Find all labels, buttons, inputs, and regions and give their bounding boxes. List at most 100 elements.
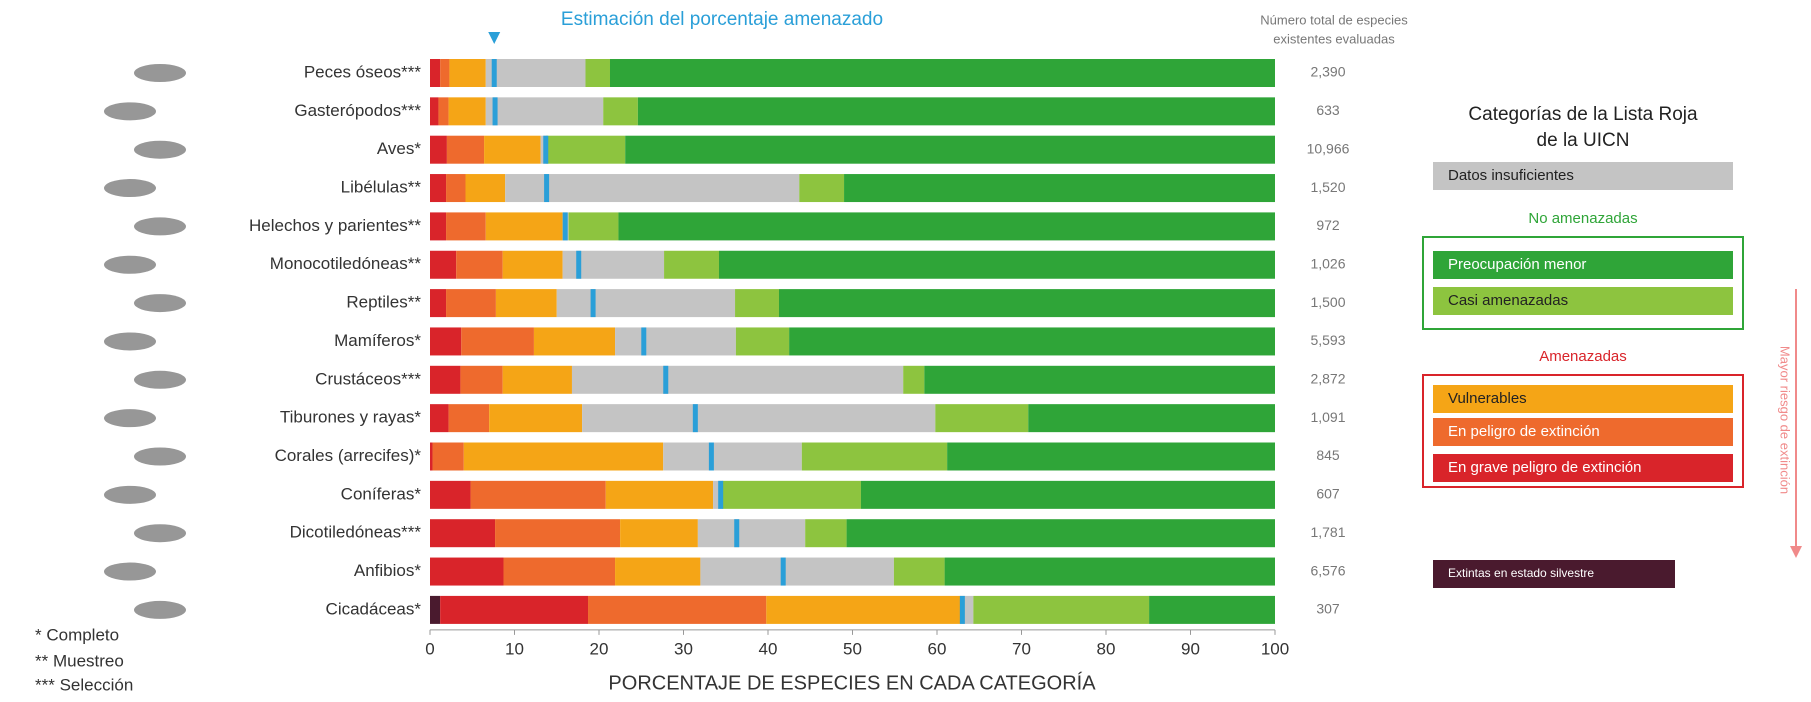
bar-segment [844,174,1275,203]
legend-label: Vulnerables [1448,390,1527,407]
legend-label: Extintas en estado silvestre [1448,566,1594,580]
legend-group-box [1422,236,1744,330]
estimate-marker [491,59,497,87]
category-label: Coníferas* [341,484,422,503]
bar-segment [924,365,1275,394]
x-tick-label: 40 [759,639,778,658]
bar-segment [735,327,790,356]
bar-segment [893,557,945,586]
legend-swatch [1433,560,1675,588]
bar-segment [465,174,506,203]
bar-segment [935,404,1029,433]
bar-segment [430,289,447,318]
total-label: 1,520 [1310,179,1345,195]
legend-label: En peligro de extinción [1448,423,1600,440]
estimate-marker [641,327,647,356]
bar-segment [430,327,462,356]
bar-segment [485,212,563,241]
bar-segment [502,365,572,394]
legend-swatch [1433,162,1733,190]
bar-segment [430,174,447,203]
legend-group: Amenazadas [1539,348,1627,365]
bar-segment [446,174,466,203]
icon [104,562,156,581]
bar-segment [571,365,904,394]
totals-title: Número total de especies [1260,12,1408,27]
estimate-marker [562,212,568,241]
bar-segment [448,404,490,433]
estimate-marker [780,557,786,586]
bar-segment [556,289,736,318]
bar-segment [470,480,606,509]
category-label: Aves* [377,139,421,158]
x-tick-label: 60 [928,639,947,658]
x-tick-label: 20 [590,639,609,658]
legend-group: No amenazadas [1528,210,1637,227]
x-tick-label: 70 [1012,639,1031,658]
bar-segment [805,519,847,548]
legend-swatch [1433,251,1733,279]
legend-title: de la UICN [1537,130,1630,151]
icon [104,179,156,198]
note: *** Selección [35,675,133,694]
total-label: 10,966 [1307,140,1350,156]
bar-segment [430,250,457,279]
icon [104,409,156,428]
icon [134,524,186,543]
bar-segment [503,557,616,586]
total-label: 845 [1316,447,1340,463]
icon [134,600,186,619]
estimate-marker [734,519,740,548]
bar-segment [430,365,461,394]
total-label: 972 [1316,217,1340,233]
legend-label: Casi amenazadas [1448,292,1568,309]
risk-arrow-head [1790,546,1802,558]
bar-segment [799,174,845,203]
bar-segment [620,519,698,548]
bar-segment [860,480,1275,509]
bar-segment [663,442,802,471]
bar-segment [637,97,1275,126]
totals-title: existentes evaluadas [1273,31,1395,46]
bar-segment [484,135,541,164]
total-label: 1,026 [1310,255,1345,271]
icon [104,102,156,121]
total-label: 2,872 [1310,371,1345,387]
icon [134,370,186,389]
bar-segment [605,480,714,509]
bar-segment [618,212,1275,241]
bar-segment [460,365,503,394]
bar-segment [430,557,504,586]
bar-segment [545,135,626,164]
bar-segment [440,595,589,624]
bar-segment [461,327,534,356]
bar-segment [449,59,486,87]
bar-segment [430,97,439,126]
risk-label: Mayor riesgo de extinción [1778,346,1793,494]
bar-segment [495,289,557,318]
bar-segment [430,212,447,241]
bar-segment [766,595,961,624]
category-label: Corales (arrecifes)* [275,446,422,465]
category-label: Anfibios* [354,561,421,580]
x-tick-label: 30 [674,639,693,658]
estimate-marker [692,404,698,433]
legend-label: Preocupación menor [1448,256,1586,273]
total-label: 1,781 [1310,524,1345,540]
total-label: 6,576 [1310,562,1345,578]
icon [104,332,156,351]
bar-segment [735,289,779,318]
total-label: 307 [1316,601,1340,617]
bar-segment [789,327,1275,356]
bar-segment [502,250,563,279]
bar-segment [713,480,723,509]
icon [104,485,156,504]
bar-segment [485,59,586,87]
bar-segment [582,404,936,433]
estimate-marker [544,174,550,203]
category-label: Tiburones y rayas* [280,408,421,427]
category-label: Reptiles** [346,293,421,312]
category-label: Mamíferos* [334,331,421,350]
bar-segment [585,59,610,87]
